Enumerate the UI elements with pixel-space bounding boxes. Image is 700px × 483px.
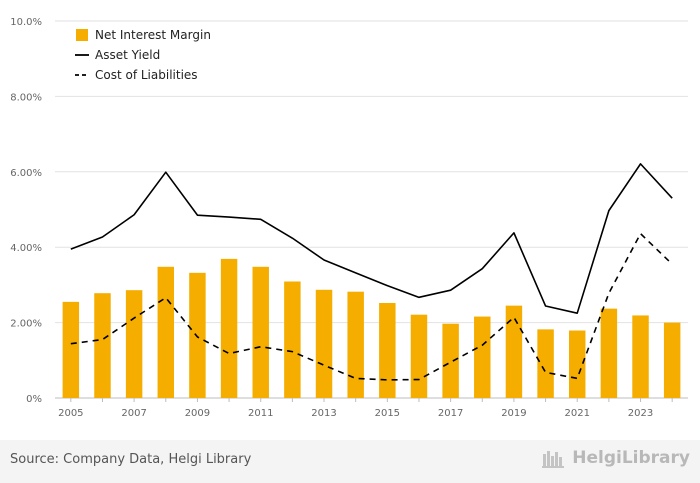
bar [315, 289, 333, 398]
bar [62, 301, 80, 398]
bar [505, 305, 523, 398]
footer: Source: Company Data, Helgi Library Helg… [0, 440, 700, 483]
bar [474, 316, 491, 398]
y-tick-label: 2.00% [10, 319, 42, 330]
y-tick-label: 6.00% [10, 168, 42, 179]
bar [600, 308, 618, 398]
bar [568, 330, 586, 398]
bar [442, 323, 459, 398]
x-tick-label: 2017 [438, 408, 463, 419]
y-tick-label: 8.00% [10, 92, 42, 103]
x-tick-label: 2009 [185, 408, 210, 419]
y-tick-label: 4.00% [10, 243, 42, 254]
bar [347, 291, 364, 398]
bar [189, 272, 206, 398]
source-note: Source: Company Data, Helgi Library [10, 452, 252, 467]
brand-logo: HelgiLibrary [542, 448, 690, 468]
bar [663, 322, 681, 398]
x-tick-label: 2023 [628, 408, 653, 419]
bar [537, 329, 554, 398]
bar [220, 258, 238, 398]
bar [94, 293, 111, 398]
bar [252, 266, 269, 398]
brand-name: HelgiLibrary [572, 448, 690, 468]
x-tick-label: 2013 [311, 408, 336, 419]
bar [379, 302, 396, 398]
x-tick-label: 2019 [501, 408, 526, 419]
bar [125, 290, 143, 398]
series-line-solid [70, 163, 673, 314]
library-icon [542, 451, 565, 468]
legend-label: Net Interest Margin [95, 28, 211, 42]
x-tick-label: 2005 [58, 408, 83, 419]
x-tick-label: 2011 [248, 408, 273, 419]
bar [284, 281, 301, 398]
chart-plot: 0% 2.00% 4.00% 6.00% 8.00% 10.0% 2005 2007 2009 2… [10, 17, 688, 419]
x-tick-label: 2007 [121, 408, 146, 419]
y-tick-label: 10.0% [10, 17, 42, 28]
legend-label: Asset Yield [95, 48, 160, 62]
chart: 0% 2.00% 4.00% 6.00% 8.00% 10.0% 2005 2007 2009 2… [10, 17, 688, 419]
x-tick-label: 2015 [375, 408, 400, 419]
legend-swatch-bar [76, 29, 88, 41]
bar [632, 315, 649, 398]
bar [410, 314, 428, 398]
series-line-dashed [70, 232, 673, 381]
y-tick-label: 0% [26, 394, 42, 405]
bar [157, 266, 175, 398]
x-tick-label: 2021 [564, 408, 589, 419]
legend-label: Cost of Liabilities [95, 68, 198, 82]
